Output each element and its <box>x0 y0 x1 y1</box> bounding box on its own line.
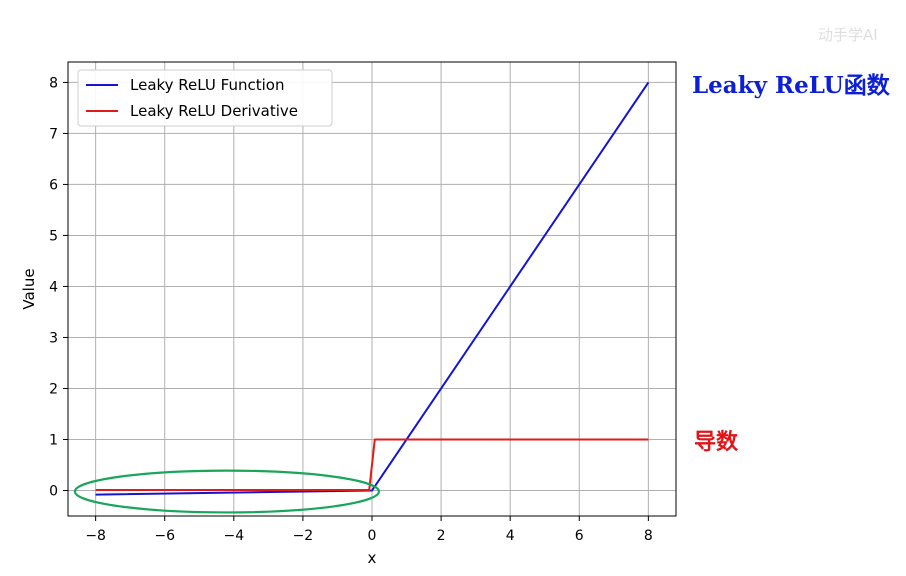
y-tick-label: 5 <box>49 228 58 244</box>
y-tick-label: 3 <box>49 330 58 346</box>
x-tick-label: −8 <box>85 528 106 544</box>
highlight-layer <box>73 469 381 514</box>
y-tick-label: 2 <box>49 381 58 397</box>
highlight-ellipse <box>73 469 381 514</box>
tick-layer: −8 −6 −4 −2 0 2 4 6 8 0 1 2 3 4 5 6 7 8 <box>49 75 653 544</box>
x-tick-label: 6 <box>575 528 584 544</box>
x-tick-label: 0 <box>368 528 377 544</box>
x-tick-label: −6 <box>154 528 175 544</box>
x-axis-label: x <box>368 549 377 567</box>
x-tick-label: −4 <box>223 528 244 544</box>
function-annotation: Leaky ReLU函数 <box>692 72 890 99</box>
series-layer <box>95 81 650 496</box>
y-tick-label: 7 <box>49 126 58 142</box>
y-axis-label: Value <box>20 268 38 309</box>
x-tick-label: 8 <box>644 528 653 544</box>
y-tick-label: 1 <box>49 432 58 448</box>
legend-entry-derivative: Leaky ReLU Derivative <box>130 102 298 120</box>
x-tick-label: −2 <box>293 528 314 544</box>
legend: Leaky ReLU Function Leaky ReLU Derivativ… <box>77 69 333 127</box>
legend-box <box>77 69 333 127</box>
grid-lines <box>68 62 676 516</box>
y-tick-label: 4 <box>49 279 58 295</box>
series-line-derivative <box>95 438 649 491</box>
x-tick-label: 2 <box>437 528 446 544</box>
y-tick-label: 6 <box>49 177 58 193</box>
watermark-text: 动手学AI <box>818 26 878 44</box>
x-tick-label: 4 <box>506 528 515 544</box>
y-tick-label: 8 <box>49 75 58 91</box>
series-line-function <box>95 81 650 496</box>
legend-entry-function: Leaky ReLU Function <box>130 76 284 94</box>
derivative-annotation: 导数 <box>694 429 739 455</box>
y-tick-label: 0 <box>49 483 58 499</box>
